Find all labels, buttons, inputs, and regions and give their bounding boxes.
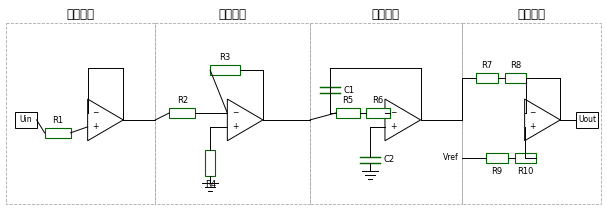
Text: −: − xyxy=(530,108,536,117)
Text: +: + xyxy=(93,122,99,131)
Text: C1: C1 xyxy=(344,86,355,95)
Bar xyxy=(476,73,498,83)
Bar xyxy=(5,23,155,204)
Bar xyxy=(155,23,310,204)
Text: 跟随部分: 跟随部分 xyxy=(67,8,95,21)
Bar xyxy=(44,128,70,138)
Text: C2: C2 xyxy=(384,155,395,164)
Text: R2: R2 xyxy=(177,96,188,105)
Text: R3: R3 xyxy=(220,53,231,62)
Bar xyxy=(210,65,240,75)
Bar xyxy=(205,150,215,176)
Bar xyxy=(169,108,195,118)
Text: Uin: Uin xyxy=(19,115,32,124)
Bar xyxy=(462,23,602,204)
Text: R8: R8 xyxy=(510,61,521,70)
Text: 偏置部分: 偏置部分 xyxy=(518,8,546,21)
Text: −: − xyxy=(390,108,396,117)
Bar xyxy=(15,112,36,128)
Text: −: − xyxy=(232,108,239,117)
Bar xyxy=(515,153,537,163)
Text: R4: R4 xyxy=(205,180,215,189)
Text: −: − xyxy=(93,108,99,117)
Text: R9: R9 xyxy=(491,167,502,176)
Text: R5: R5 xyxy=(342,96,353,105)
Bar xyxy=(577,112,599,128)
Bar xyxy=(486,153,507,163)
Bar xyxy=(310,23,462,204)
Text: Uout: Uout xyxy=(578,115,597,124)
Bar xyxy=(366,108,390,118)
Text: R10: R10 xyxy=(517,167,534,176)
Text: R7: R7 xyxy=(481,61,492,70)
Text: 放大部分: 放大部分 xyxy=(218,8,246,21)
Text: R6: R6 xyxy=(372,96,384,105)
Text: 滤波部分: 滤波部分 xyxy=(372,8,400,21)
Bar xyxy=(504,73,526,83)
Text: R1: R1 xyxy=(52,116,63,125)
Text: +: + xyxy=(390,122,396,131)
Text: Vref: Vref xyxy=(443,153,459,162)
Text: +: + xyxy=(232,122,239,131)
Bar xyxy=(336,108,360,118)
Text: +: + xyxy=(530,122,536,131)
